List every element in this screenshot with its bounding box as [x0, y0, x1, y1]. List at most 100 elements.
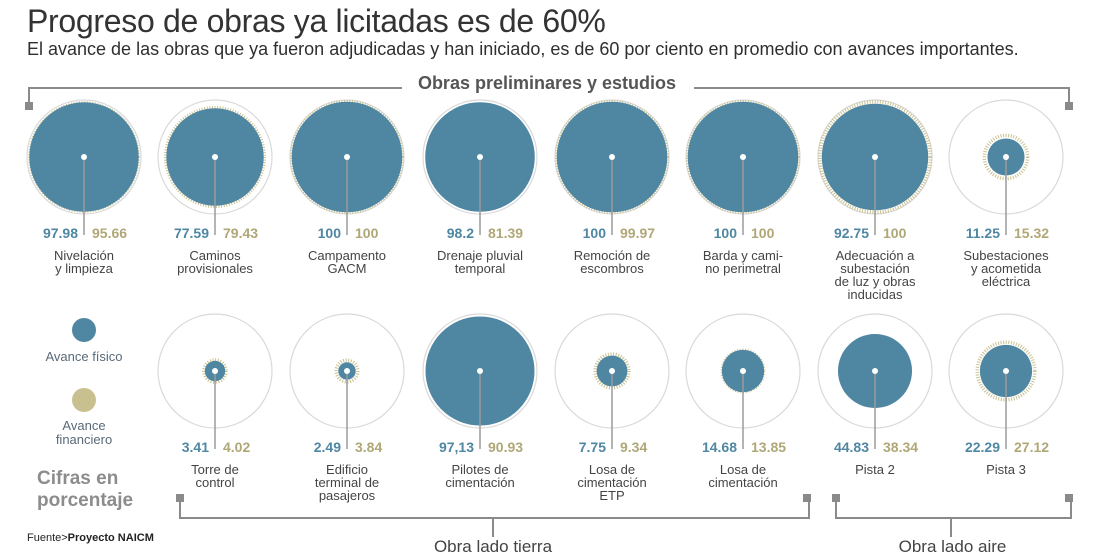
top-bracket-cap-left	[25, 102, 33, 110]
center-dot	[344, 154, 350, 160]
item-label: Barda y cami-	[703, 248, 783, 263]
financial-value: 79.43	[223, 225, 258, 241]
item-label: Nivelación	[54, 248, 114, 263]
center-dot	[477, 154, 483, 160]
item-label: y acometida	[971, 261, 1042, 276]
item-label: Caminos	[189, 248, 241, 263]
center-dot	[344, 368, 350, 374]
item-label: control	[195, 475, 234, 490]
units-note-line1: Cifras en	[37, 468, 119, 489]
physical-value: 100	[714, 225, 738, 241]
item-label: Losa de	[720, 462, 766, 477]
physical-value: 97,13	[439, 439, 474, 455]
financial-value: 13.85	[751, 439, 786, 455]
physical-value: 97.98	[43, 225, 78, 241]
item-label: no perimetral	[705, 261, 781, 276]
item-label: Pista 3	[986, 462, 1026, 477]
item-label: Subestaciones	[963, 248, 1049, 263]
financial-value: 100	[883, 225, 907, 241]
legend-financial-swatch	[72, 388, 96, 412]
physical-value: 98.2	[447, 225, 474, 241]
item-label: Adecuación a	[836, 248, 916, 263]
center-dot	[609, 154, 615, 160]
bottom-bracket-aire-stem	[950, 519, 952, 537]
item-label: cimentación	[577, 475, 646, 490]
item-label: inducidas	[848, 287, 903, 302]
item-label: Losa de	[589, 462, 635, 477]
financial-value: 95.66	[92, 225, 127, 241]
top-bracket-left	[28, 87, 402, 107]
bottom-bracket-aire	[835, 497, 1072, 519]
financial-value: 4.02	[223, 439, 250, 455]
top-bracket-cap-right	[1065, 102, 1073, 110]
item-label: pasajeros	[319, 488, 376, 503]
item-label: Pilotes de	[451, 462, 508, 477]
item-label: GACM	[328, 261, 367, 276]
legend-physical-swatch	[72, 318, 96, 342]
legend-financial-line2: financiero	[55, 432, 113, 447]
item-label: cimentación	[708, 475, 777, 490]
physical-value: 14.68	[702, 439, 737, 455]
item-label: Campamento	[308, 248, 386, 263]
center-dot	[609, 368, 615, 374]
item-label: ETP	[599, 488, 624, 503]
financial-value: 15.32	[1014, 225, 1049, 241]
center-dot	[1003, 154, 1009, 160]
source-prefix: Fuente>	[27, 532, 68, 544]
item-label: escombros	[580, 261, 644, 276]
physical-value: 100	[318, 225, 342, 241]
chart-title: Progreso de obras ya licitadas es de 60%	[27, 3, 606, 39]
physical-value: 44.83	[834, 439, 869, 455]
financial-value: 100	[355, 225, 379, 241]
chart-subtitle: El avance de las obras que ya fueron adj…	[27, 39, 1019, 59]
item-label: y limpieza	[55, 261, 114, 276]
item-label: cimentación	[445, 475, 514, 490]
bottom-bracket-tierra-cap-right	[803, 494, 811, 502]
center-dot	[872, 368, 878, 374]
top-bracket-right	[694, 87, 1070, 107]
financial-value: 38.34	[883, 439, 918, 455]
bottom-bracket-aire-cap-left	[832, 494, 840, 502]
item-label: Pista 2	[855, 462, 895, 477]
financial-value: 99.97	[620, 225, 655, 241]
item-label: eléctrica	[982, 274, 1031, 289]
bottom-bracket-tierra-stem	[492, 519, 494, 537]
section-label-preliminares: Obras preliminares y estudios	[417, 73, 677, 93]
physical-value: 11.25	[966, 225, 1000, 241]
financial-value: 3.84	[355, 439, 382, 455]
physical-value: 100	[583, 225, 607, 241]
item-label: temporal	[455, 261, 506, 276]
bottom-bracket-tierra	[179, 497, 810, 519]
financial-ring	[334, 358, 360, 384]
units-note: Cifras en porcentaje	[37, 468, 133, 512]
financial-value: 90.93	[488, 439, 523, 455]
center-dot	[212, 154, 218, 160]
center-dot	[872, 154, 878, 160]
financial-value: 27.12	[1014, 439, 1049, 455]
source-name: Proyecto NAICM	[67, 532, 154, 544]
physical-value: 22.29	[965, 439, 1000, 455]
item-label: Remoción de	[574, 248, 651, 263]
units-note-line2: porcentaje	[37, 490, 134, 511]
item-label: terminal de	[315, 475, 379, 490]
center-dot	[477, 368, 483, 374]
financial-ring	[163, 105, 267, 209]
physical-value: 92.75	[834, 225, 869, 241]
center-dot	[740, 368, 746, 374]
item-label: Edificio	[326, 462, 368, 477]
financial-value: 81.39	[488, 225, 523, 241]
item-label: Drenaje pluvial	[437, 248, 523, 263]
item-label: Torre de	[191, 462, 239, 477]
bottom-bracket-aire-cap-right	[1065, 494, 1073, 502]
physical-value: 77.59	[174, 225, 209, 241]
financial-value: 100	[751, 225, 775, 241]
legend-physical-label: Avance físico	[45, 349, 123, 364]
item-label: subestación	[840, 261, 909, 276]
financial-ring	[202, 358, 228, 384]
bottom-bracket-tierra-cap-left	[176, 494, 184, 502]
physical-value: 2.49	[314, 439, 341, 455]
financial-value: 9.34	[620, 439, 647, 455]
source-note: Fuente>Proyecto NAICM	[27, 532, 154, 544]
physical-value: 7.75	[579, 439, 606, 455]
